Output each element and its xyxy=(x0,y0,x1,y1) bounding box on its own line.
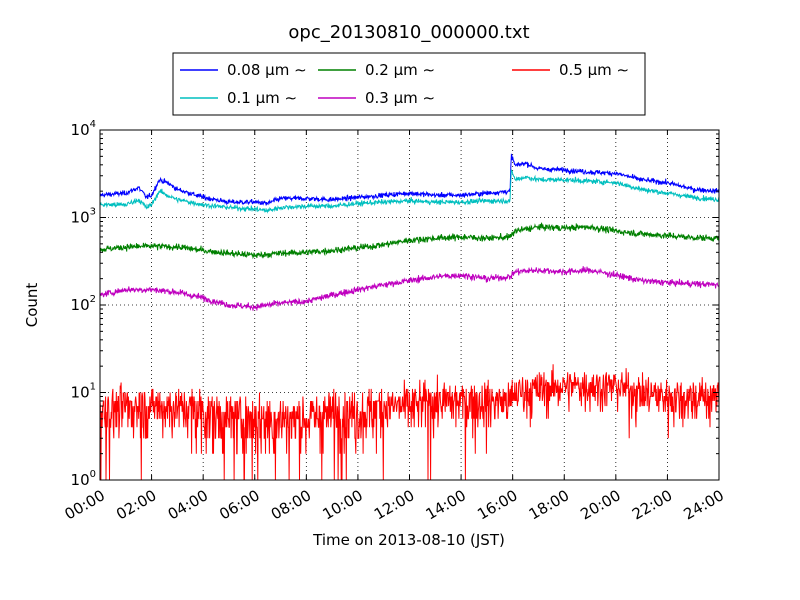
legend-label: 0.5 μm ∼ xyxy=(559,61,629,79)
series-line xyxy=(99,153,720,207)
legend-label: 0.3 μm ∼ xyxy=(365,89,435,107)
y-axis-label: Count xyxy=(23,283,41,328)
x-axis-label: Time on 2013-08-10 (JST) xyxy=(312,531,505,549)
series-line xyxy=(99,222,720,260)
legend-label: 0.08 μm ∼ xyxy=(227,61,307,79)
series-line xyxy=(99,169,720,214)
series-line xyxy=(99,364,720,481)
chart-title: opc_20130810_000000.txt xyxy=(288,22,529,43)
series-line xyxy=(99,266,720,311)
legend-box xyxy=(172,52,646,116)
legend-label: 0.1 μm ∼ xyxy=(227,89,297,107)
legend-label: 0.2 μm ∼ xyxy=(365,61,435,79)
legend: 0.08 μm ∼ 0.1 μm ∼ 0.2 μm ∼ 0.3 μm ∼ 0.5 μm … xyxy=(172,52,646,116)
series-layer xyxy=(99,153,720,481)
